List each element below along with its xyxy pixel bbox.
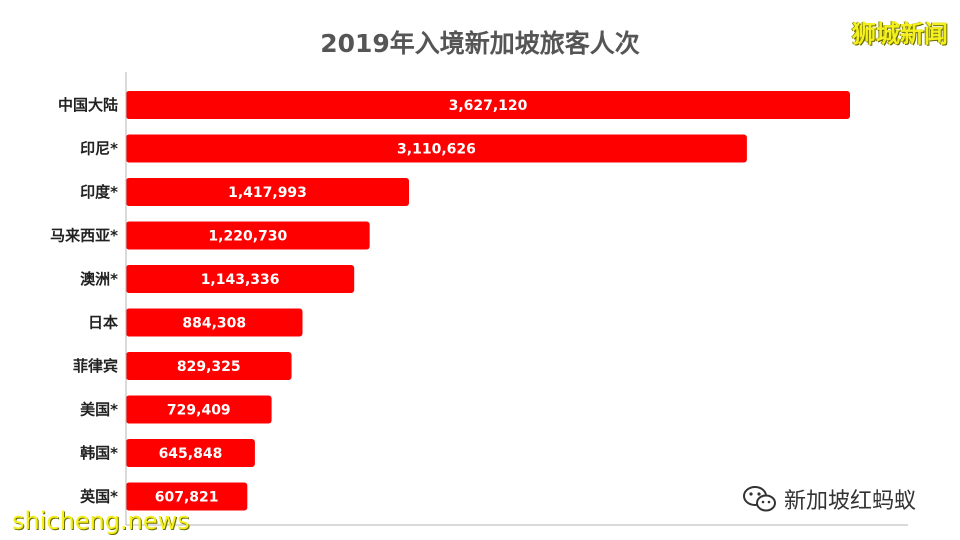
- value-label: 3,627,120: [449, 98, 528, 114]
- brand-watermark: 狮城新闻: [852, 20, 948, 48]
- category-label: 美国*: [80, 401, 118, 419]
- value-label: 829,325: [177, 359, 241, 375]
- bars-layer: 3,627,120 3,110,626 1,417,993 1,220,730 1,14…: [126, 91, 850, 511]
- bar: [126, 91, 850, 119]
- category-label: 菲律宾: [73, 357, 118, 375]
- category-label: 澳洲*: [80, 270, 118, 288]
- bar: [126, 221, 370, 250]
- bar: [126, 482, 248, 511]
- category-label: 马来西亚*: [50, 227, 118, 245]
- site-watermark: shicheng.news: [12, 507, 190, 535]
- bar: [126, 178, 410, 206]
- bar: [126, 395, 272, 424]
- category-label: 印度*: [80, 183, 118, 201]
- chart-title: 2019年入境新加坡旅客人次: [320, 29, 640, 58]
- bar: [126, 352, 292, 380]
- value-label: 1,417,993: [228, 185, 307, 201]
- bar: [126, 134, 747, 163]
- category-label: 韩国*: [80, 444, 118, 462]
- bar: [126, 439, 255, 467]
- value-label: 607,821: [155, 490, 219, 506]
- bar: [126, 265, 355, 293]
- value-label: 729,409: [167, 403, 231, 419]
- wechat-account-name: 新加坡红蚂蚁: [784, 489, 917, 514]
- wechat-icon: [743, 486, 776, 512]
- value-label: 884,308: [182, 316, 246, 332]
- category-label: 英国*: [80, 488, 118, 506]
- value-label: 1,220,730: [208, 229, 287, 245]
- bar: [126, 308, 303, 337]
- category-label: 日本: [88, 314, 118, 332]
- value-label: 3,110,626: [397, 142, 476, 158]
- wechat-watermark: 新加坡红蚂蚁: [742, 483, 916, 515]
- value-label: 645,848: [159, 446, 223, 462]
- category-label: 中国大陆: [58, 96, 118, 114]
- category-label: 印尼*: [80, 140, 118, 158]
- value-label: 1,143,336: [201, 272, 280, 288]
